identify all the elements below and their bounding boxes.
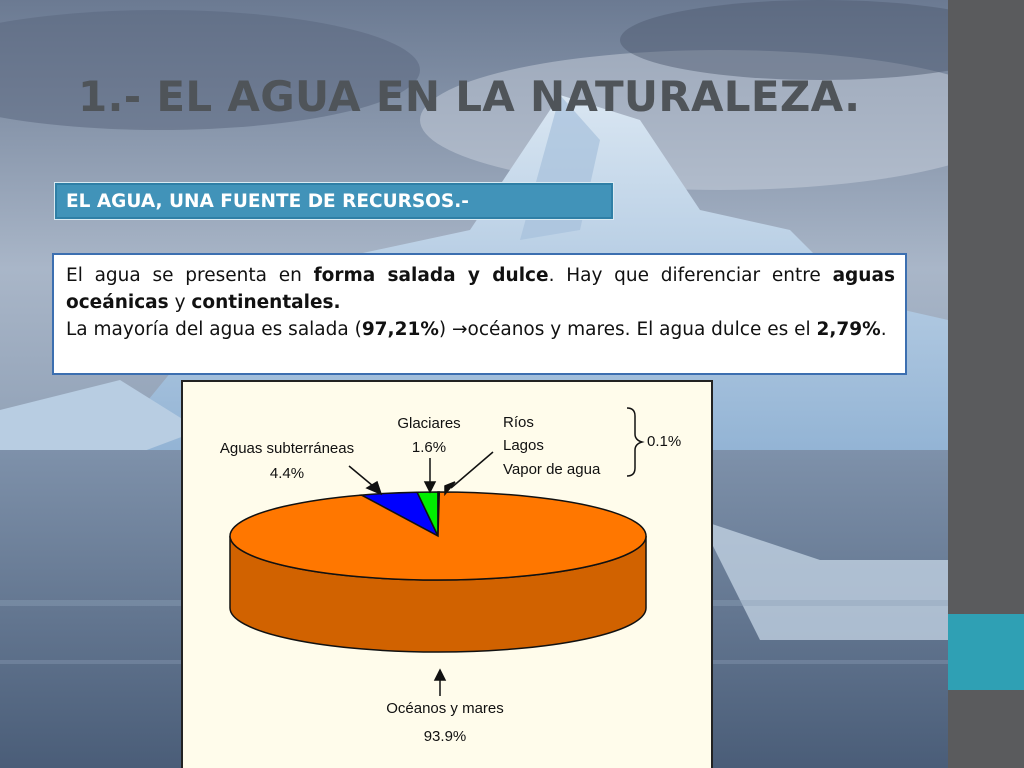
bold-text: forma salada y dulce (313, 265, 549, 286)
arrowhead-glaciares (423, 481, 437, 494)
label-vapor: Vapor de agua (503, 461, 601, 478)
text-span: océanos y mares. El agua dulce es el (467, 319, 817, 340)
value-oceanos: 93.9% (424, 728, 467, 745)
label-glaciares: Glaciares (397, 415, 460, 432)
section-subtitle: EL AGUA, UNA FUENTE DE RECURSOS.- (54, 182, 614, 220)
text-span: La mayoría del agua es salada ( (66, 319, 362, 340)
value-subterraneas: 4.4% (270, 465, 304, 482)
pie-top-face (229, 491, 647, 581)
sidebar-accent-block (948, 614, 1024, 690)
brace-others (626, 407, 645, 477)
text-span: . (880, 319, 887, 340)
label-rios: Ríos (503, 414, 534, 431)
paragraph-2: La mayoría del agua es salada (97,21%) →… (66, 316, 895, 343)
text-span: ) (438, 319, 452, 340)
pie-chart: Glaciares 1.6% Aguas subterráneas 4.4% R… (220, 407, 681, 745)
arrow-subterraneas (348, 465, 374, 487)
value-others: 0.1% (647, 433, 681, 450)
bold-text: continentales. (191, 292, 341, 313)
bold-text: 2,79% (816, 319, 881, 340)
pie-slice-oc-anos-y-mares (229, 491, 647, 581)
value-glaciares: 1.6% (412, 439, 446, 456)
label-lagos: Lagos (503, 437, 544, 454)
bold-text: 97,21% (361, 319, 439, 340)
slide-title: 1.- EL AGUA EN LA NATURALEZA. (78, 72, 861, 121)
text-span: El agua se presenta en (66, 265, 314, 286)
text-box: El agua se presenta en forma salada y du… (52, 253, 907, 375)
arrowhead-others (444, 481, 456, 497)
text-span: . Hay que diferenciar entre (548, 265, 833, 286)
label-subterraneas: Aguas subterráneas (220, 440, 354, 457)
text-span: y (168, 292, 192, 313)
arrow-others (450, 451, 494, 489)
label-oceanos: Océanos y mares (386, 700, 504, 717)
paragraph-1: El agua se presenta en forma salada y du… (66, 262, 895, 316)
arrowhead-oceanos (433, 668, 447, 681)
bold-text: aguas oceánicas (66, 265, 895, 313)
pie-chart-panel: Glaciares 1.6% Aguas subterráneas 4.4% R… (181, 380, 713, 768)
arrow-icon: → (451, 319, 468, 340)
arrowhead-subterraneas (365, 480, 383, 496)
